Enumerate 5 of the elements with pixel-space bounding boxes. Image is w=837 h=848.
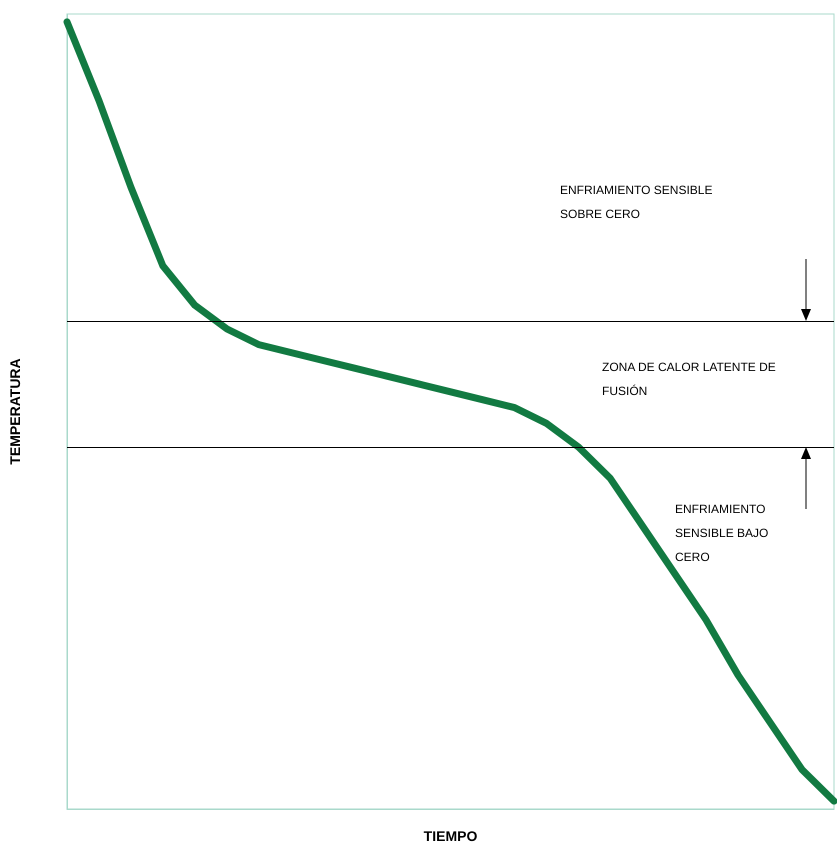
y-axis-title: TEMPERATURA [7, 358, 23, 465]
annotation: ZONA DE CALOR LATENTE DE FUSIÓN [602, 360, 780, 398]
x-axis-title: TIEMPO [424, 828, 478, 844]
annotation: ENFRIAMIENTO SENSIBLE BAJO CERO [675, 502, 772, 564]
annotation: ENFRIAMIENTO SENSIBLE SOBRE CERO [560, 183, 716, 221]
